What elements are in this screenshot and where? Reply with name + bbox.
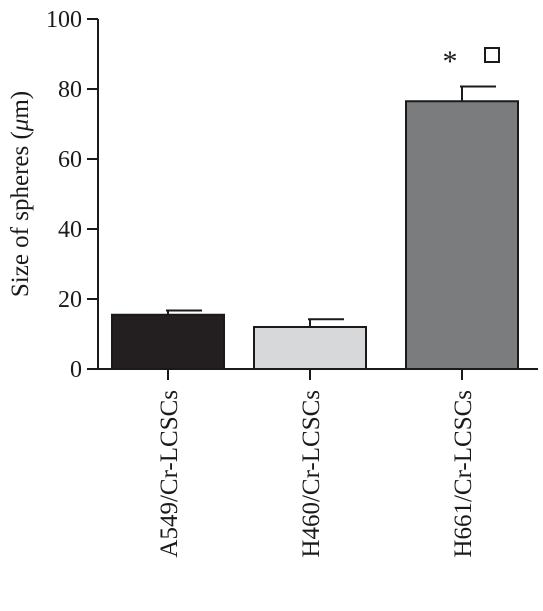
bars <box>111 85 519 370</box>
y-tick-label: 0 <box>70 357 82 383</box>
y-axis-label-text: Size of spheres ( <box>7 131 34 297</box>
y-tick-label: 80 <box>58 77 82 103</box>
bar <box>405 100 519 370</box>
bar <box>253 326 367 370</box>
y-tick-label: 40 <box>58 217 82 243</box>
y-axis-label-unit: m) <box>7 91 34 119</box>
y-axis-label: Size of spheres (μm) <box>7 91 34 297</box>
y-axis-label-mu: μ <box>7 119 34 133</box>
y-ticks: 0 20 40 60 80 100 <box>46 7 463 383</box>
significance-star: * <box>443 45 458 78</box>
y-tick-label: 60 <box>58 147 82 173</box>
x-tick-label: A549/Cr-LCSCs <box>156 390 183 558</box>
open-square-icon <box>484 47 500 63</box>
x-tick-label: H661/Cr-LCSCs <box>450 390 477 558</box>
bar <box>111 313 225 370</box>
x-tick-labels: A549/Cr-LCSCs H460/Cr-LCSCs H661/Cr-LCSCs <box>156 390 477 558</box>
x-tick-label: H460/Cr-LCSCs <box>298 390 325 558</box>
y-tick-label: 100 <box>46 7 82 33</box>
y-tick-label: 20 <box>58 287 82 313</box>
